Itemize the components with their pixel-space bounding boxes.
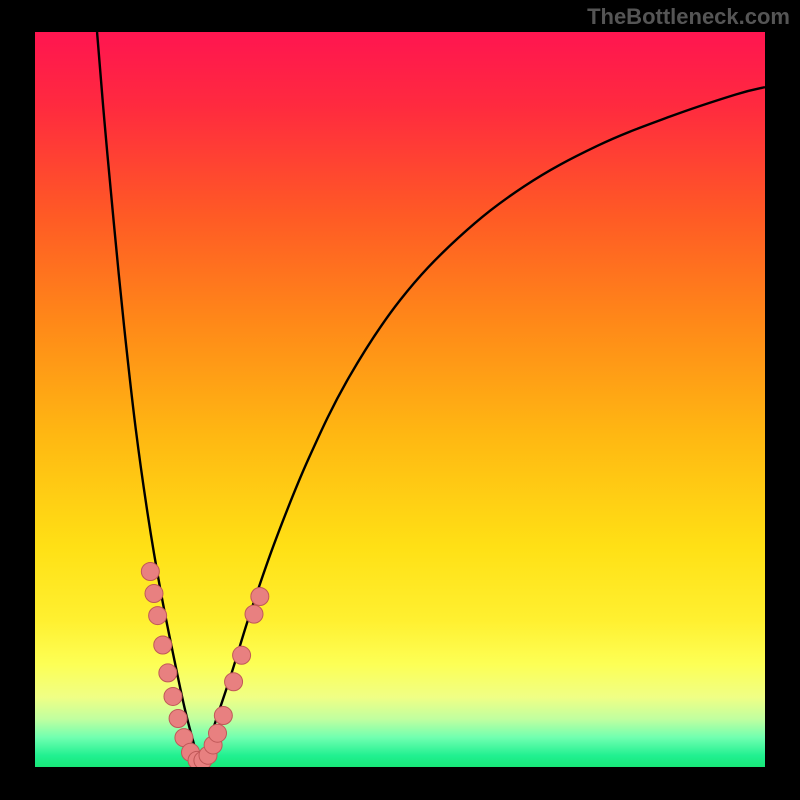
data-marker <box>245 605 263 623</box>
watermark-text: TheBottleneck.com <box>587 4 790 30</box>
data-marker <box>251 587 269 605</box>
data-marker <box>233 646 251 664</box>
data-marker <box>141 562 159 580</box>
data-marker <box>164 687 182 705</box>
data-marker <box>149 607 167 625</box>
data-marker <box>145 585 163 603</box>
chart-container: TheBottleneck.com <box>0 0 800 800</box>
data-marker <box>214 707 232 725</box>
data-marker <box>159 664 177 682</box>
bottleneck-chart <box>0 0 800 800</box>
data-marker <box>154 636 172 654</box>
data-marker <box>169 709 187 727</box>
data-marker <box>225 673 243 691</box>
data-marker <box>209 724 227 742</box>
